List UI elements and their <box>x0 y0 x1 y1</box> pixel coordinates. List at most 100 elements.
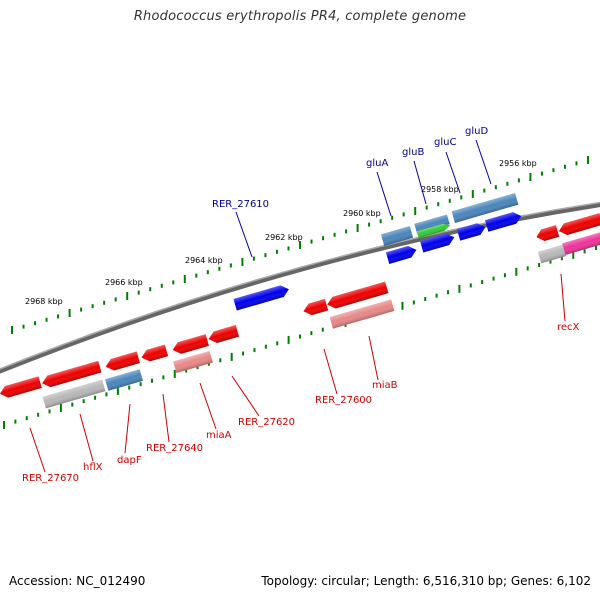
gene-recx <box>536 225 560 241</box>
scale-tick <box>252 256 255 261</box>
scale-tick <box>68 309 71 317</box>
scale-tick <box>414 207 417 215</box>
scale-tick <box>391 215 394 220</box>
gene-label: dapF <box>117 455 142 466</box>
gene-rer-27610 <box>233 285 289 311</box>
gene-glua-shade <box>380 226 414 246</box>
kbp-label: 2964 kbp <box>185 256 223 265</box>
genome-summary: Topology: circular; Length: 6,516,310 bp… <box>261 574 591 588</box>
gene-rer-27670-shade <box>0 376 42 398</box>
scale-tick <box>149 287 152 292</box>
gene-recx-2-shade <box>558 213 600 235</box>
scale-tick <box>401 301 404 310</box>
scale-tick <box>230 352 233 361</box>
scale-tick <box>22 324 25 329</box>
scale-tick <box>206 270 209 275</box>
scale-tick <box>126 292 129 300</box>
gene-label: RER_27620 <box>238 417 295 428</box>
backbone-line <box>0 202 600 374</box>
accession-label: Accession: NC_012490 <box>9 574 146 588</box>
gene-miaa <box>173 350 213 374</box>
scale-tick <box>196 365 199 370</box>
gene-blue-3-shade <box>456 223 486 241</box>
leader-RER_27610 <box>235 211 253 258</box>
gene-miaa-red <box>172 334 209 354</box>
scale-tick <box>310 239 313 244</box>
scale-tick <box>162 375 165 380</box>
gene-miab-shade <box>329 299 395 329</box>
scale-tick <box>219 358 222 363</box>
scale-tick <box>105 392 108 397</box>
scale-tick <box>560 256 563 261</box>
scale-tick <box>503 273 506 278</box>
gene-glub-shade <box>414 214 450 234</box>
scale-tick <box>447 290 449 295</box>
scale-tick <box>287 335 290 344</box>
gene-rer-27640-shade <box>141 344 169 362</box>
gene-miaa-shade <box>173 350 213 374</box>
scale-tick <box>59 403 62 412</box>
gene-blue-3 <box>456 223 486 241</box>
scale-tick <box>322 236 325 241</box>
scale-tick <box>14 419 17 424</box>
leader-dapF <box>124 403 131 454</box>
scale-tick <box>321 327 324 332</box>
gene-label: RER_27670 <box>22 473 79 484</box>
leader-RER_27640 <box>162 393 170 443</box>
gene-gluc-glud <box>451 193 519 223</box>
scale-tick <box>310 331 313 336</box>
gene-hflx-red <box>42 360 102 388</box>
gene-rer-27640 <box>141 344 169 362</box>
gene-rer-27610-shade <box>233 285 289 311</box>
scale-tick <box>299 334 301 339</box>
gene-label: gluB <box>402 147 424 158</box>
scale-tick <box>91 304 94 309</box>
scale-tick <box>80 307 83 312</box>
gene-rer-27670 <box>0 376 42 398</box>
scale-tick <box>549 259 552 264</box>
scale-tick <box>128 385 131 390</box>
gene-hflx-shade <box>42 379 106 409</box>
scale-tick <box>526 266 529 271</box>
scale-tick <box>195 273 198 278</box>
scale-tick <box>492 276 495 281</box>
gene-recx-2 <box>558 213 600 235</box>
leader-gluC <box>445 151 461 194</box>
gene-blue-4-shade <box>485 212 522 232</box>
scale-tick <box>11 326 13 334</box>
scale-tick <box>460 195 463 200</box>
scale-tick <box>425 205 428 210</box>
scale-tick <box>595 246 597 250</box>
gene-label: RER_27600 <box>315 395 372 406</box>
gene-miaa-red-shade <box>172 334 209 354</box>
scale-tick <box>34 321 37 326</box>
gene-recx-shade <box>536 225 560 241</box>
scale-tick <box>333 232 336 237</box>
scale-tick <box>3 421 5 429</box>
kbp-label: 2968 kbp <box>25 297 63 306</box>
scale-tick <box>572 250 575 259</box>
gene-glua <box>380 226 414 246</box>
scale-tick <box>517 178 520 183</box>
gene-dapf-red <box>105 351 140 371</box>
gene-label: recX <box>557 322 580 333</box>
gene-gray-recx <box>537 244 567 264</box>
scale-tick <box>458 284 461 293</box>
scale-tick <box>82 399 85 404</box>
gene-miab-red-shade <box>327 281 389 309</box>
scale-tick <box>151 378 153 383</box>
scale-tick <box>469 283 472 288</box>
scale-tick <box>241 258 244 266</box>
scale-tick <box>173 369 176 378</box>
gene-gray-recx-shade <box>537 244 567 264</box>
kbp-label: 2966 kbp <box>105 278 143 287</box>
scale-tick <box>242 351 245 356</box>
gene-magenta <box>562 231 600 255</box>
gene-hflx <box>42 379 106 409</box>
gene-label: miaB <box>372 380 398 391</box>
leader-miaB <box>368 335 379 381</box>
scale-tick <box>368 222 371 227</box>
scale-tick <box>114 297 117 302</box>
scale-tick <box>435 293 438 298</box>
